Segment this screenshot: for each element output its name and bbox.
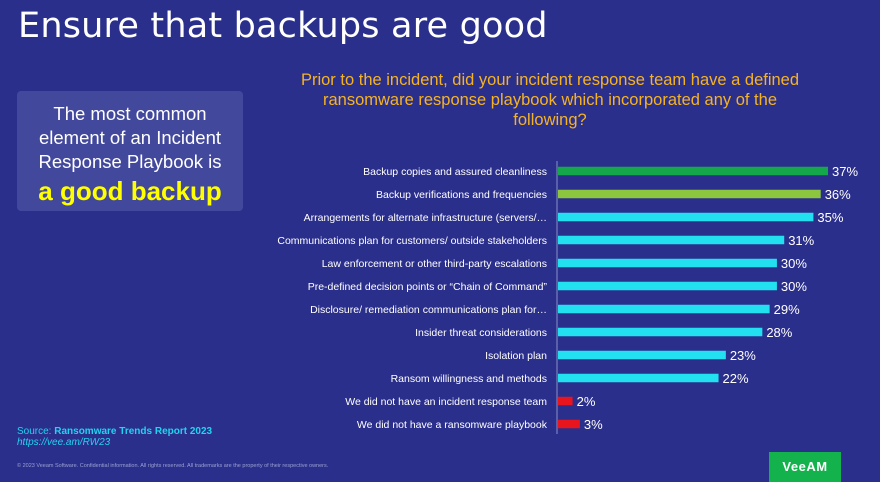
category-label: We did not have an incident response tea… — [345, 396, 547, 408]
bar — [558, 419, 580, 429]
value-label: 28% — [766, 325, 792, 340]
category-label: Law enforcement or other third-party esc… — [322, 258, 547, 270]
category-label: Backup copies and assured cleanliness — [363, 166, 547, 178]
category-label: Isolation plan — [485, 350, 547, 362]
callout-line-3: Response Playbook is — [38, 151, 222, 172]
category-label: Ransom willingness and methods — [391, 373, 547, 385]
bar — [558, 281, 777, 291]
value-label: 31% — [788, 233, 814, 248]
category-label: Insider threat considerations — [415, 327, 547, 339]
category-label: Pre-defined decision points or “Chain of… — [308, 281, 548, 293]
bar — [558, 350, 726, 360]
bar — [558, 212, 814, 222]
chart-title: Prior to the incident, did your incident… — [300, 71, 800, 129]
value-label: 30% — [781, 279, 807, 294]
source-url[interactable]: https://vee.am/RW23 — [17, 437, 111, 448]
category-label: Communications plan for customers/ outsi… — [277, 235, 547, 247]
bar — [558, 327, 763, 337]
source-label: Source: — [17, 426, 52, 437]
slide-title: Ensure that backups are good — [18, 6, 548, 46]
bar — [558, 189, 821, 199]
callout-highlight: a good backup — [38, 176, 222, 206]
value-label: 36% — [825, 187, 851, 202]
value-label: 22% — [723, 371, 749, 386]
veeam-logo: VeeAM — [769, 452, 841, 482]
category-label: We did not have a ransomware playbook — [357, 419, 548, 431]
bar — [558, 258, 777, 268]
category-label: Arrangements for alternate infrastructur… — [304, 212, 547, 224]
value-label: 35% — [817, 210, 843, 225]
bar — [558, 396, 573, 406]
value-label: 2% — [577, 394, 596, 409]
value-label: 3% — [584, 417, 603, 432]
source-title: Ransomware Trends Report 2023 — [54, 426, 213, 437]
callout-box: The most common element of an Incident R… — [17, 91, 243, 211]
bar — [558, 304, 770, 314]
value-label: 23% — [730, 348, 756, 363]
callout-line-1: The most common — [53, 103, 207, 124]
value-label: 37% — [832, 164, 858, 179]
bar — [558, 373, 719, 383]
source-note: Source: Ransomware Trends Report 2023 ht… — [17, 426, 212, 448]
bar — [558, 235, 785, 245]
category-label: Backup verifications and frequencies — [376, 189, 547, 201]
footer-text: © 2023 Veeam Software. Confidential info… — [17, 463, 329, 469]
bar — [558, 166, 828, 176]
category-label: Disclosure/ remediation communications p… — [310, 304, 547, 316]
value-label: 29% — [774, 302, 800, 317]
callout-line-2: element of an Incident — [38, 127, 222, 148]
value-label: 30% — [781, 256, 807, 271]
